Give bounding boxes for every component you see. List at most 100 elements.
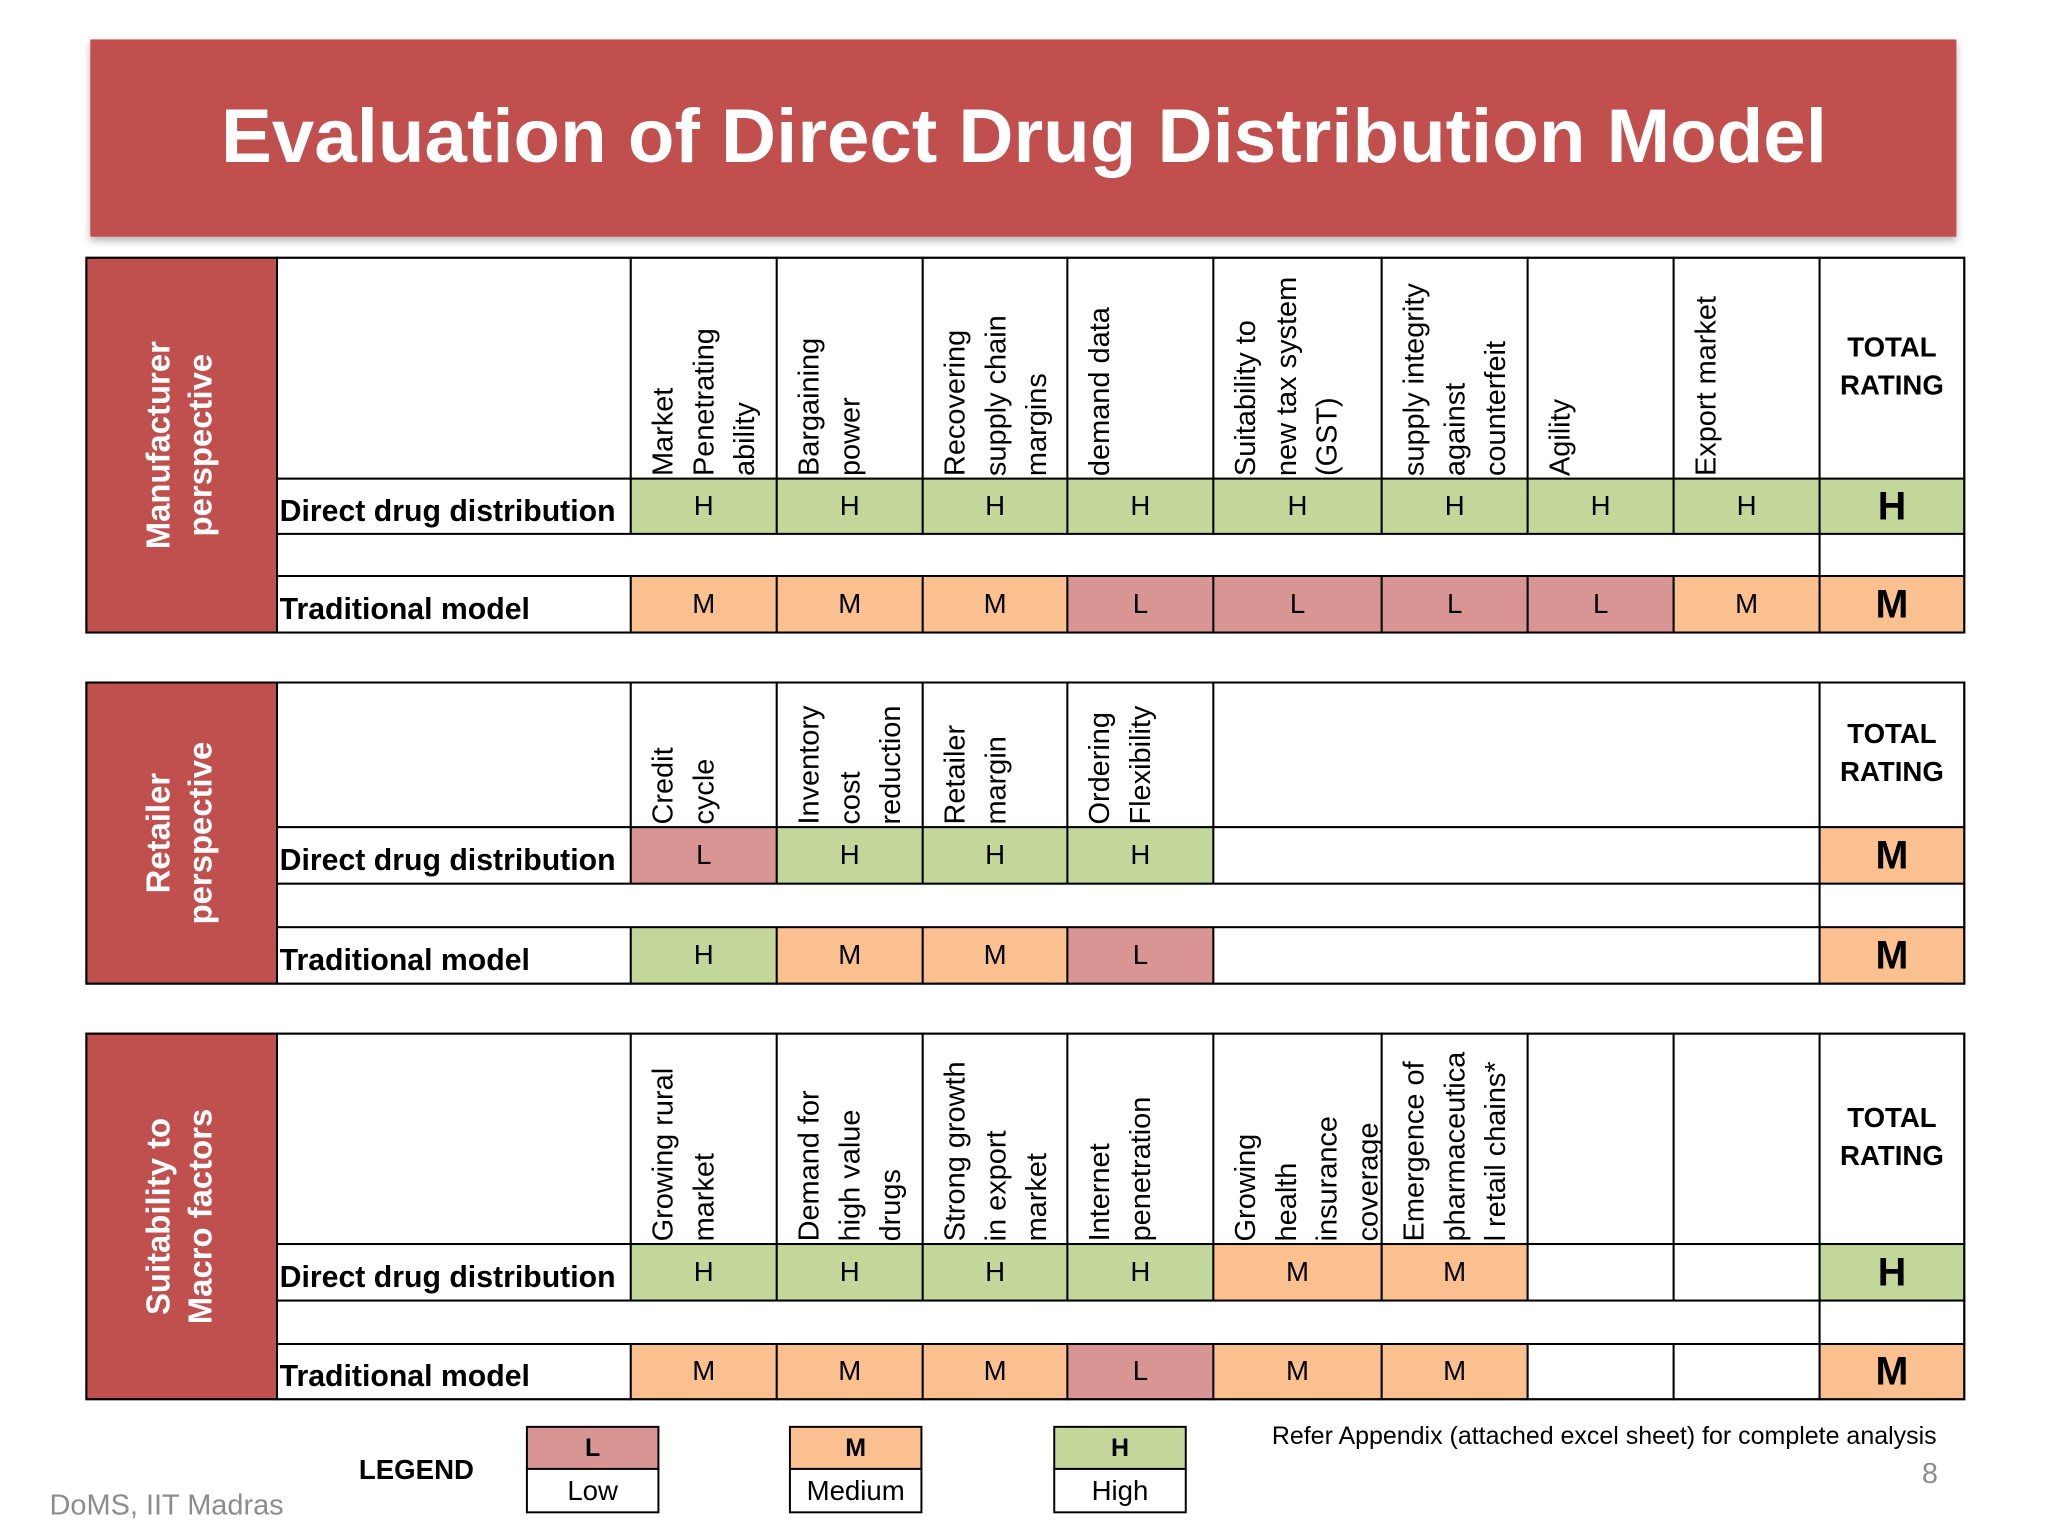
rating-cell — [921, 1343, 1069, 1401]
column-header: cost — [834, 772, 866, 825]
column-header-cell — [1672, 256, 1821, 480]
row-name: Direct drug distribution — [280, 844, 616, 877]
total-header-cell — [1818, 256, 1966, 480]
total-header: TOTAL — [1847, 718, 1937, 749]
spacer-row — [1818, 1299, 1966, 1345]
blank-cell — [1212, 926, 1821, 985]
column-header: cycle — [688, 759, 720, 825]
rating: H — [840, 490, 860, 521]
rating: L — [1133, 588, 1148, 619]
row-name: Traditional model — [280, 1360, 530, 1393]
rating: L — [1447, 588, 1462, 619]
rating: M — [1286, 1355, 1309, 1386]
rating: H — [1130, 839, 1150, 870]
spacer-row — [276, 882, 1821, 929]
total-header: TOTAL — [1847, 331, 1937, 362]
legend-swatch — [525, 1425, 660, 1470]
total-rating: M — [1876, 933, 1909, 977]
column-header: Export market — [1690, 296, 1722, 476]
column-header: penetration — [1125, 1097, 1157, 1242]
section-border — [85, 256, 1966, 634]
column-header: margin — [980, 736, 1012, 824]
rating-cell — [1212, 477, 1383, 535]
section-border — [85, 681, 1966, 985]
rating: L — [1133, 939, 1148, 970]
column-header: market — [688, 1153, 720, 1241]
row-name: Traditional model — [280, 593, 530, 626]
row-name-cell — [276, 926, 632, 985]
column-header: Market — [648, 388, 680, 476]
rating-cell — [1212, 1343, 1383, 1401]
rating: H — [1130, 490, 1150, 521]
rating-cell — [1066, 477, 1215, 535]
page-number: 8 — [1922, 1458, 1938, 1490]
column-header: Ordering — [1084, 712, 1116, 825]
legend-code: H — [1111, 1434, 1129, 1462]
column-header-cell — [921, 1032, 1069, 1246]
blank-cell — [1212, 826, 1821, 885]
rating-cell — [775, 575, 924, 634]
column-header-cell — [775, 256, 924, 480]
rating: H — [694, 490, 714, 521]
section-label-box — [85, 1032, 279, 1401]
total-cell — [1818, 575, 1966, 634]
rating: H — [1737, 490, 1757, 521]
column-header: Growing rural — [648, 1068, 680, 1242]
rating: H — [985, 839, 1005, 870]
total-header: TOTAL — [1847, 1102, 1937, 1133]
rating: H — [985, 490, 1005, 521]
column-header: supply chain — [980, 315, 1012, 476]
legend-code: L — [585, 1434, 600, 1462]
legend-title: LEGEND — [359, 1454, 474, 1485]
rating-cell — [629, 1243, 778, 1302]
blank-cell — [1526, 1343, 1675, 1401]
rating: H — [1445, 490, 1465, 521]
title: Evaluation of Direct Drug Distribution M… — [221, 94, 1827, 179]
blank-cell — [1672, 1343, 1821, 1401]
column-header: drugs — [875, 1169, 907, 1241]
column-header: Strong growth — [940, 1061, 972, 1241]
total-rating: M — [1876, 834, 1909, 878]
total-rating: H — [1878, 484, 1906, 528]
spacer-row — [1818, 532, 1966, 577]
blank-cell — [1672, 1032, 1821, 1246]
column-header-cell — [775, 1032, 924, 1246]
total-header-cell — [1818, 681, 1966, 829]
blank-cell — [1526, 1032, 1675, 1246]
rating: M — [692, 588, 715, 619]
legend-label: High — [1092, 1475, 1149, 1506]
rating-cell — [1380, 575, 1529, 634]
column-header: Credit — [648, 747, 680, 824]
legend-code: M — [845, 1434, 866, 1462]
column-header: Inventory — [794, 705, 826, 825]
section-label: Retailer — [139, 773, 176, 894]
rating: L — [1290, 588, 1305, 619]
rating-cell — [1066, 1343, 1215, 1401]
column-header: health — [1271, 1163, 1303, 1242]
rating: M — [838, 939, 861, 970]
rating: M — [1443, 1355, 1466, 1386]
column-header: l retail chains* — [1480, 1061, 1512, 1241]
row-name: Direct drug distribution — [280, 495, 616, 528]
rating: M — [1735, 588, 1758, 619]
column-header: Agility — [1545, 398, 1577, 476]
rating: M — [1443, 1256, 1466, 1287]
row-name-cell — [276, 477, 632, 535]
column-header: margins — [1021, 373, 1053, 476]
rating: H — [1288, 490, 1308, 521]
row-name: Traditional model — [280, 944, 530, 977]
rating: L — [696, 839, 711, 870]
legend-label: Low — [567, 1475, 618, 1506]
rating: L — [1133, 1355, 1148, 1386]
column-header: in export — [980, 1130, 1012, 1241]
column-header: against — [1439, 383, 1471, 476]
rating-cell — [629, 826, 778, 885]
column-header-cell — [1380, 256, 1529, 480]
column-header: coverage — [1353, 1122, 1385, 1241]
total-header: RATING — [1840, 370, 1944, 401]
rating: M — [984, 588, 1007, 619]
column-header: Growing — [1230, 1134, 1262, 1242]
rating-cell — [1066, 575, 1215, 634]
rating: M — [838, 1355, 861, 1386]
